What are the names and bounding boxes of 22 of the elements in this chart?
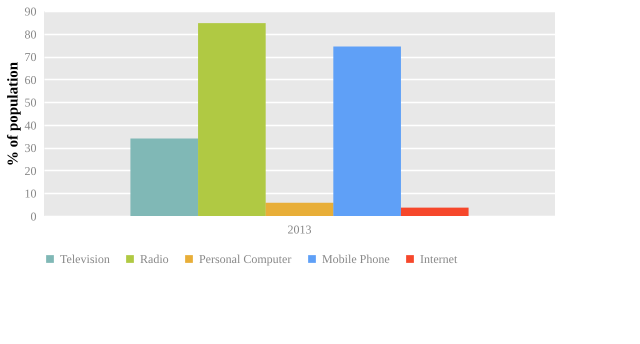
bar (333, 46, 401, 216)
bar (198, 23, 266, 216)
bar (400, 208, 469, 216)
y-tick-label: 70 (24, 50, 36, 64)
y-tick-label: 60 (24, 72, 36, 87)
legend-label: Mobile Phone (322, 252, 390, 266)
legend-label: Personal Computer (199, 252, 292, 266)
y-tick-label: 50 (24, 96, 36, 110)
y-tick-label: 20 (24, 164, 36, 178)
y-tick-label: 10 (24, 186, 36, 201)
y-tick-label: 30 (24, 141, 36, 156)
bar (130, 138, 198, 216)
legend-label: Television (60, 252, 110, 266)
y-tick-label: 90 (24, 4, 36, 18)
y-tick-label: 40 (24, 118, 36, 132)
y-tick-label: 0 (30, 210, 36, 224)
bar (266, 202, 334, 216)
y-axis-title: % of population (6, 61, 22, 166)
legend-label: Radio (140, 252, 169, 266)
legend-label: Internet (420, 252, 458, 266)
x-tick-label: 2013 (288, 222, 312, 236)
y-tick-label: 80 (24, 27, 36, 42)
